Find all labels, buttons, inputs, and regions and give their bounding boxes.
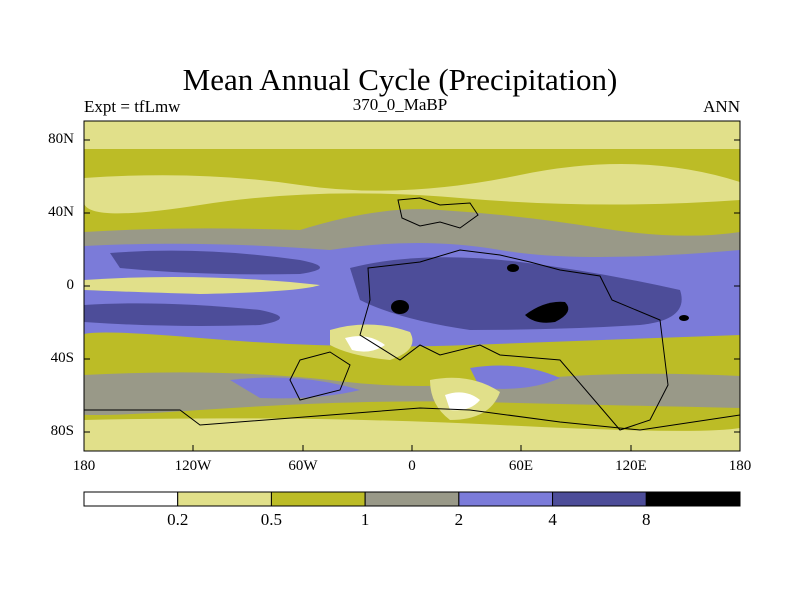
coastline-west <box>289 351 351 401</box>
core-1 <box>391 300 409 314</box>
y-tick-0: 0 <box>66 277 75 293</box>
x-tick-180w: 180 <box>72 458 96 474</box>
x-tick-120e: 120E <box>615 458 647 474</box>
colorbar-swatch-2 <box>270 491 366 507</box>
y-tick-marks <box>84 139 740 433</box>
x-tick-120w: 120W <box>174 458 212 474</box>
colorbar-label-3: 2 <box>454 510 464 529</box>
precipitation-field <box>84 121 740 451</box>
field-desert-1 <box>345 336 385 352</box>
colorbar-swatch-5 <box>552 491 647 507</box>
colorbar-label-1: 0.5 <box>260 510 283 529</box>
colorbar-swatch-3 <box>364 491 460 507</box>
y-tick-80n: 80N <box>48 131 74 147</box>
colorbar-label-0: 0.2 <box>167 510 189 529</box>
colorbar-label-2: 1 <box>360 510 370 529</box>
field-dry-strip <box>84 276 320 294</box>
field-north-light <box>84 121 740 149</box>
x-tick-60e: 60E <box>508 458 534 474</box>
x-tick-0: 0 <box>408 458 416 474</box>
coastline-south <box>84 407 740 431</box>
core-3 <box>507 264 519 272</box>
colorbar-label-4: 4 <box>548 510 557 529</box>
plot-title: Mean Annual Cycle (Precipitation) <box>182 62 618 97</box>
field-south-blue-2 <box>470 365 560 389</box>
core-4 <box>679 315 689 321</box>
y-tick-40n: 40N <box>48 204 74 220</box>
field-midlat-light <box>84 164 740 214</box>
colorbar-swatch-6 <box>645 491 741 507</box>
core-2 <box>525 301 569 323</box>
colorbar-swatch-1 <box>177 491 272 507</box>
x-tick-180e: 180 <box>728 458 752 474</box>
experiment-label: Expt = tfLmw <box>84 97 181 116</box>
y-tick-40s: 40S <box>50 350 74 366</box>
y-tick-80s: 80S <box>50 423 74 439</box>
colorbar-swatch-0 <box>83 491 179 507</box>
coastline-supercontinent <box>359 249 669 431</box>
colorbar-swatch-4 <box>458 491 554 507</box>
period-label: 370_0_MaBP <box>352 95 448 114</box>
field-south-light <box>84 418 740 451</box>
colorbar <box>83 491 741 507</box>
season-label: ANN <box>703 97 740 116</box>
field-desert-2 <box>445 392 480 411</box>
x-tick-60w: 60W <box>288 458 318 474</box>
x-tick-marks <box>83 445 741 451</box>
field-south-band <box>84 303 280 326</box>
field-itcz-west <box>110 250 320 275</box>
colorbar-label-5: 8 <box>642 510 651 529</box>
coastline-north <box>397 197 479 229</box>
